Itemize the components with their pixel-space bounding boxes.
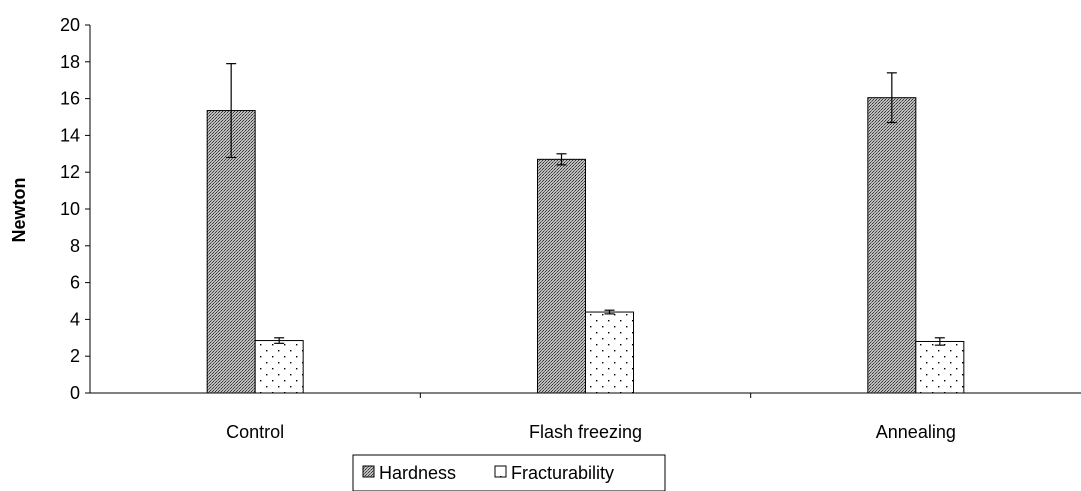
bar-fracturability-control — [254, 340, 304, 394]
bar-fracturability-annealing — [915, 340, 965, 394]
y-tick-label-16: 16 — [60, 89, 80, 109]
y-tick-label-6: 6 — [70, 273, 80, 293]
legend-label-hardness: Hardness — [379, 463, 456, 483]
legend-frame — [352, 454, 666, 491]
y-tick-label-4: 4 — [70, 309, 80, 329]
y-tick-label-10: 10 — [60, 199, 80, 219]
y-tick-label-0: 0 — [70, 383, 80, 403]
y-tick-label-2: 2 — [70, 346, 80, 366]
y-axis-title: Newton — [9, 178, 29, 243]
legend-label-fracturability: Fracturability — [511, 463, 614, 483]
axes — [89, 25, 1081, 398]
legend: Hardness Fracturability — [352, 454, 666, 491]
x-axis-labels: Control Flash freezing Annealing — [226, 422, 956, 442]
legend-swatch-fracturability — [494, 465, 507, 478]
bar-fracturability-flash-freezing — [585, 311, 634, 394]
y-tick-label-14: 14 — [60, 125, 80, 145]
x-label-flash-freezing: Flash freezing — [529, 422, 642, 442]
y-tick-label-12: 12 — [60, 162, 80, 182]
y-tick-label-8: 8 — [70, 236, 80, 256]
y-tick-label-20: 20 — [60, 15, 80, 35]
y-tick-label-18: 18 — [60, 52, 80, 72]
bar-hardness-flash-freezing — [537, 158, 586, 394]
legend-swatch-hardness — [362, 465, 375, 478]
y-axis-ticks: 0 2 4 6 8 10 12 14 16 18 20 — [60, 15, 90, 403]
bar-hardness-annealing — [867, 97, 917, 394]
x-label-control: Control — [226, 422, 284, 442]
bars — [206, 63, 965, 394]
x-label-annealing: Annealing — [876, 422, 956, 442]
